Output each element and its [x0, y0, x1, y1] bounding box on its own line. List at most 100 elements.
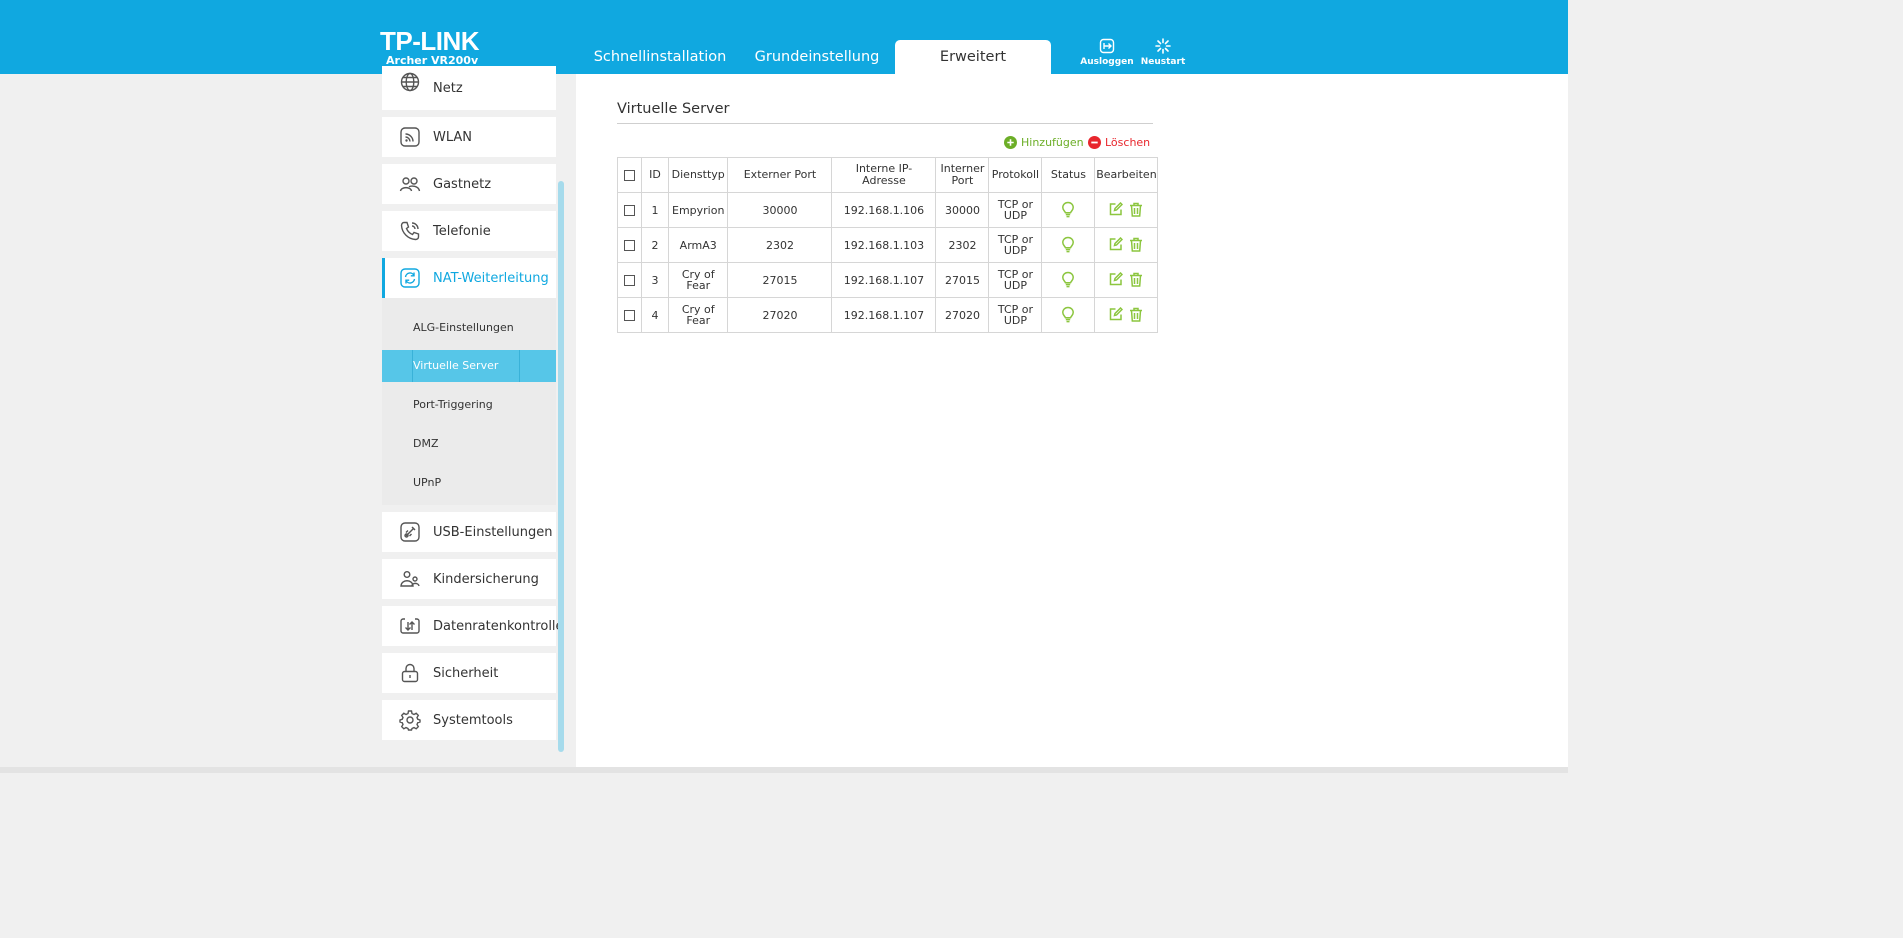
edit-icon[interactable] [1109, 271, 1124, 288]
cell-internal-ip: 192.168.1.103 [831, 227, 937, 263]
column-header-status: Status [1041, 157, 1096, 193]
submenu-item-port-triggering[interactable]: Port-Triggering [382, 389, 556, 421]
table-row: 4 Cry of Fear 27020 192.168.1.107 27020 TCP o… [617, 297, 1159, 333]
main-panel: Virtuelle Server Hinzufügen Löschen ID D… [576, 74, 1568, 767]
cell-external-port: 2302 [727, 227, 833, 263]
submenu-item-label: DMZ [413, 437, 439, 450]
select-cell [617, 297, 642, 333]
sidebar-item-systemtools[interactable]: Systemtools [382, 700, 556, 740]
edit-cell [1094, 227, 1159, 263]
wireless-icon [400, 127, 420, 147]
status-cell [1041, 192, 1096, 228]
row-checkbox[interactable] [624, 204, 635, 216]
status-cell [1041, 262, 1096, 298]
sidebar-item-datenratenkontrolle[interactable]: Datenratenkontrolle [382, 606, 564, 646]
status-cell [1041, 227, 1096, 263]
column-header-service: Diensttyp [667, 157, 729, 193]
lightbulb-icon[interactable] [1061, 271, 1075, 290]
column-header-protocol: Protokoll [988, 157, 1043, 193]
lock-icon [401, 663, 419, 683]
lightbulb-icon[interactable] [1061, 201, 1075, 220]
row-checkbox[interactable] [624, 309, 635, 321]
sidebar-item-label: Datenratenkontrolle [433, 619, 564, 634]
logout-button[interactable]: Ausloggen [1080, 38, 1134, 67]
submenu-item-dmz[interactable]: DMZ [382, 428, 556, 460]
cell-id: 4 [641, 297, 669, 333]
sidebar-item-usb-einstellungen[interactable]: USB-Einstellungen [382, 512, 556, 552]
cell-service: Empyrion [667, 192, 729, 228]
sidebar-item-gastnetz[interactable]: Gastnetz [382, 164, 556, 204]
edit-cell [1094, 192, 1159, 228]
select-all-cell [617, 157, 642, 193]
select-cell [617, 192, 642, 228]
sidebar-item-label: Telefonie [433, 224, 491, 239]
virtual-server-table: ID Diensttyp Externer Port Interne IP-Ad… [617, 157, 1159, 333]
sidebar-scrollbar[interactable] [558, 181, 564, 752]
delete-label: Löschen [1105, 136, 1151, 149]
delete-button[interactable]: Löschen [1088, 136, 1150, 149]
model-name: Archer VR200v [386, 54, 479, 67]
minus-circle-icon [1088, 136, 1101, 149]
column-header-internal-ip: Interne IP-Adresse [831, 157, 937, 193]
edit-icon[interactable] [1109, 201, 1124, 218]
row-checkbox[interactable] [624, 274, 635, 286]
submenu-item-label: Virtuelle Server [413, 359, 499, 372]
sidebar-item-kindersicherung[interactable]: Kindersicherung [382, 559, 556, 599]
tab-grundeinstellung[interactable]: Grundeinstellung [754, 49, 880, 65]
sidebar-item-nat-weiterleitung[interactable]: NAT-Weiterleitung [382, 258, 556, 298]
edit-icon[interactable] [1109, 236, 1124, 253]
brand-logo: TP-LINK Archer VR200v [380, 28, 480, 67]
cell-internal-port: 27020 [935, 297, 990, 333]
sidebar-item-label: Gastnetz [433, 177, 492, 192]
submenu-item-upnp[interactable]: UPnP [382, 467, 556, 499]
gear-icon [399, 710, 421, 731]
select-cell [617, 227, 642, 263]
sidebar-item-telefonie[interactable]: Telefonie [382, 211, 556, 251]
nat-submenu: ALG-Einstellungen Virtuelle Server Port-… [382, 298, 556, 505]
select-all-checkbox[interactable] [624, 169, 635, 181]
bandwidth-control-icon [400, 618, 420, 634]
trash-icon[interactable] [1129, 272, 1143, 289]
cell-protocol: TCP or UDP [988, 227, 1043, 263]
usb-settings-icon [400, 522, 420, 542]
trash-icon[interactable] [1129, 307, 1143, 324]
cell-external-port: 27015 [727, 262, 833, 298]
submenu-item-virtuelle-server[interactable]: Virtuelle Server [382, 350, 556, 382]
sidebar-item-wlan[interactable]: WLAN [382, 117, 556, 157]
cell-internal-port: 27015 [935, 262, 990, 298]
top-header: TP-LINK Archer VR200v Schnellinstallatio… [0, 0, 1568, 74]
sidebar-item-label: Kindersicherung [433, 572, 539, 587]
tab-schnellinstallation[interactable]: Schnellinstallation [593, 49, 727, 65]
divider [519, 350, 520, 382]
sidebar-item-sicherheit[interactable]: Sicherheit [382, 653, 556, 693]
table-row: 2 ArmA3 2302 192.168.1.103 2302 TCP or UDP [617, 227, 1159, 263]
divider [617, 123, 1153, 124]
column-header-external-port: Externer Port [727, 157, 833, 193]
trash-icon[interactable] [1129, 202, 1143, 219]
tab-erweitert[interactable]: Erweitert [895, 40, 1051, 74]
add-button[interactable]: Hinzufügen [1004, 136, 1084, 149]
table-row: 1 Empyrion 30000 192.168.1.106 30000 TCP or U… [617, 192, 1159, 228]
cell-internal-ip: 192.168.1.107 [831, 297, 937, 333]
sidebar-item-label: USB-Einstellungen [433, 525, 553, 540]
bottom-bar [0, 767, 1568, 773]
submenu-item-alg-einstellungen[interactable]: ALG-Einstellungen [382, 312, 556, 344]
cell-internal-ip: 192.168.1.107 [831, 262, 937, 298]
submenu-item-label: Port-Triggering [413, 398, 493, 411]
row-checkbox[interactable] [624, 239, 635, 251]
sidebar-item-label: Netz [433, 81, 463, 96]
submenu-item-label: ALG-Einstellungen [413, 321, 514, 334]
reboot-button[interactable]: Neustart [1140, 38, 1186, 67]
sidebar-item-netz[interactable]: Netz [382, 66, 556, 110]
cell-id: 1 [641, 192, 669, 228]
sidebar-item-label: Sicherheit [433, 666, 499, 681]
lightbulb-icon[interactable] [1061, 236, 1075, 255]
edit-icon[interactable] [1109, 306, 1124, 323]
lightbulb-icon[interactable] [1061, 306, 1075, 325]
divider [412, 350, 413, 382]
nat-forwarding-icon [400, 268, 420, 288]
cell-service: Cry of Fear [667, 297, 729, 333]
edit-cell [1094, 262, 1159, 298]
trash-icon[interactable] [1129, 237, 1143, 254]
table-row: 3 Cry of Fear 27015 192.168.1.107 27015 TCP o… [617, 262, 1159, 298]
